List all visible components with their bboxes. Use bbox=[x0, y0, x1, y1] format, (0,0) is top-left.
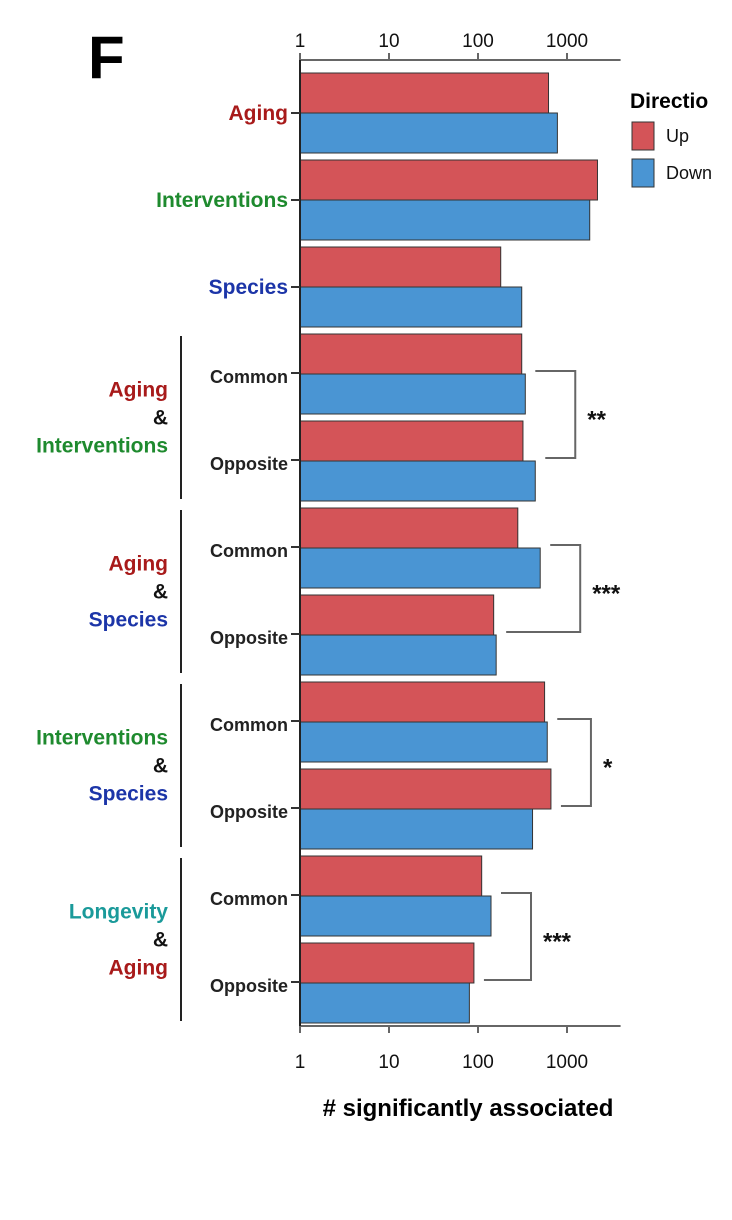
category-label: Interventions bbox=[156, 189, 288, 212]
category-label: Aging bbox=[229, 102, 288, 125]
significance-bracket bbox=[535, 370, 577, 459]
bar-down bbox=[299, 199, 591, 241]
category-label: Longevity bbox=[69, 901, 168, 924]
x-tick-label-top: 1000 bbox=[546, 31, 588, 52]
panel-label: F bbox=[88, 24, 125, 91]
bar-down bbox=[299, 982, 470, 1024]
category-label: Interventions bbox=[36, 435, 168, 458]
category-label: Aging bbox=[109, 553, 168, 576]
legend-label-down: Down bbox=[666, 163, 712, 183]
significance-bracket bbox=[506, 544, 582, 633]
bar-up bbox=[299, 768, 552, 810]
significance-brackets: ********* bbox=[483, 370, 621, 981]
bar-down bbox=[299, 112, 558, 154]
row-label-opposite: Opposite bbox=[210, 976, 288, 996]
bar-up bbox=[299, 681, 546, 723]
category-label: Species bbox=[89, 783, 168, 806]
x-tick-label-bottom: 1 bbox=[295, 1052, 306, 1073]
bar-down bbox=[299, 373, 526, 415]
x-tick-label-bottom: 100 bbox=[462, 1052, 494, 1073]
legend-swatch-up bbox=[631, 121, 655, 151]
row-label-opposite: Opposite bbox=[210, 628, 288, 648]
axes: 1 1 10 10 100 100 1000 1000 bbox=[291, 31, 621, 1073]
category-label: Species bbox=[89, 609, 168, 632]
category-label: Aging bbox=[109, 379, 168, 402]
category-label: Aging bbox=[109, 957, 168, 980]
bar-down bbox=[299, 721, 548, 763]
bars bbox=[299, 72, 598, 1024]
category-label: & bbox=[153, 755, 168, 778]
category-labels: Aging Interventions Species Common Opposite A… bbox=[36, 102, 288, 1021]
row-label-common: Common bbox=[210, 889, 288, 909]
significance-bracket bbox=[483, 892, 533, 981]
significance-stars: *** bbox=[592, 581, 621, 608]
x-tick-label-top: 10 bbox=[378, 31, 399, 52]
row-label-opposite: Opposite bbox=[210, 802, 288, 822]
x-tick-label-top: 100 bbox=[462, 31, 494, 52]
significance-stars: * bbox=[603, 755, 613, 782]
bar-up bbox=[299, 159, 598, 201]
category-label: & bbox=[153, 407, 168, 430]
x-tick-label-top: 1 bbox=[295, 31, 306, 52]
row-label-common: Common bbox=[210, 367, 288, 387]
x-tick-label-bottom: 10 bbox=[378, 1052, 399, 1073]
x-axis-label: # significantly associated bbox=[323, 1095, 614, 1122]
legend-title: Directio bbox=[630, 90, 708, 113]
bar-up bbox=[299, 246, 502, 288]
category-label: & bbox=[153, 581, 168, 604]
category-label: & bbox=[153, 929, 168, 952]
bar-down bbox=[299, 808, 534, 850]
bar-up bbox=[299, 942, 475, 984]
legend-label-up: Up bbox=[666, 126, 689, 146]
significance-bracket bbox=[557, 718, 592, 807]
row-label-common: Common bbox=[210, 715, 288, 735]
bar-up bbox=[299, 594, 495, 636]
category-label: Species bbox=[209, 276, 288, 299]
bar-down bbox=[299, 895, 492, 937]
bar-up bbox=[299, 420, 524, 462]
bar-up bbox=[299, 333, 523, 375]
significance-stars: ** bbox=[587, 407, 606, 434]
bar-down bbox=[299, 460, 536, 502]
x-tick-label-bottom: 1000 bbox=[546, 1052, 588, 1073]
bar-down bbox=[299, 547, 541, 589]
significance-stars: *** bbox=[543, 929, 572, 956]
bar-up bbox=[299, 855, 483, 897]
legend: Directio Up Down bbox=[630, 90, 712, 188]
bar-down bbox=[299, 286, 523, 328]
bar-up bbox=[299, 72, 550, 114]
row-label-common: Common bbox=[210, 541, 288, 561]
row-label-opposite: Opposite bbox=[210, 454, 288, 474]
category-label: Interventions bbox=[36, 727, 168, 750]
legend-swatch-down bbox=[631, 158, 655, 188]
bar-up bbox=[299, 507, 519, 549]
bar-down bbox=[299, 634, 497, 676]
